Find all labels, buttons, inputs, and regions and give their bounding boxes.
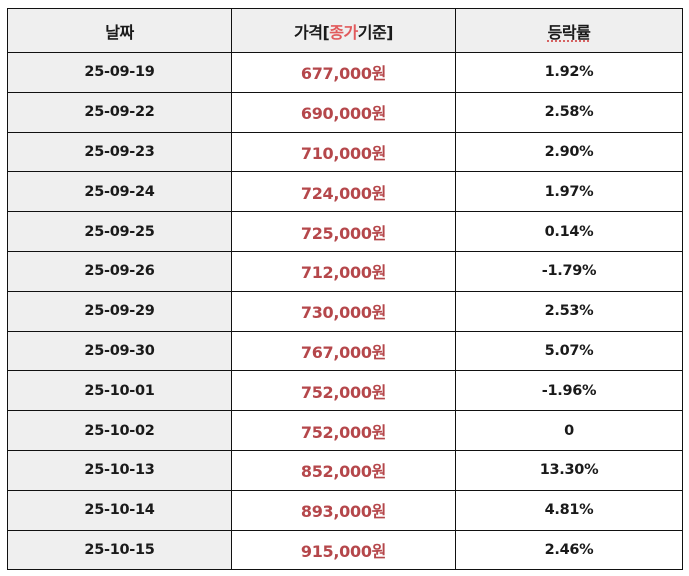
table-row: 25-10-02 752,000원 0 — [7, 410, 683, 451]
price-cell: 752,000원 — [231, 370, 456, 412]
price-cell: 690,000원 — [231, 91, 456, 133]
rate-cell: -1.96% — [455, 370, 683, 412]
date-cell: 25-09-30 — [7, 330, 232, 372]
header-date-label: 날짜 — [105, 22, 134, 42]
header-row: 날짜 가격[종가기준] 등락률 — [7, 8, 683, 53]
date-cell: 25-10-01 — [7, 370, 232, 412]
stock-price-table: 날짜 가격[종가기준] 등락률 25-09-19 677,000원 1.92% … — [7, 8, 683, 571]
rate-cell: 2.53% — [455, 290, 683, 332]
date-cell: 25-10-13 — [7, 449, 232, 491]
table-row: 25-09-29 730,000원 2.53% — [7, 290, 683, 332]
date-cell: 25-10-15 — [7, 529, 232, 571]
date-cell: 25-10-02 — [7, 410, 232, 451]
price-cell: 712,000원 — [231, 250, 456, 292]
date-cell: 25-09-25 — [7, 211, 232, 252]
header-rate-label: 등락률 — [547, 22, 591, 42]
date-cell: 25-09-26 — [7, 250, 232, 292]
price-cell: 852,000원 — [231, 449, 456, 491]
price-cell: 725,000원 — [231, 211, 456, 252]
table-row: 25-09-30 767,000원 5.07% — [7, 330, 683, 372]
header-price-suffix: 기준] — [357, 22, 394, 42]
date-cell: 25-09-29 — [7, 290, 232, 332]
table-row: 25-09-23 710,000원 2.90% — [7, 131, 683, 173]
price-cell: 893,000원 — [231, 489, 456, 531]
table-row: 25-10-01 752,000원 -1.96% — [7, 370, 683, 412]
rate-cell: 2.46% — [455, 529, 683, 571]
date-cell: 25-09-19 — [7, 52, 232, 93]
rate-cell: 1.97% — [455, 171, 683, 213]
date-cell: 25-09-24 — [7, 171, 232, 213]
table-row: 25-10-15 915,000원 2.46% — [7, 529, 683, 571]
rate-cell: 1.92% — [455, 52, 683, 93]
rate-cell: 0.14% — [455, 211, 683, 252]
header-price-prefix: 가격[ — [294, 22, 330, 42]
header-price-highlight: 종가 — [329, 22, 358, 42]
rate-cell: -1.79% — [455, 250, 683, 292]
date-cell: 25-09-22 — [7, 91, 232, 133]
price-cell: 915,000원 — [231, 529, 456, 571]
table-row: 25-10-14 893,000원 4.81% — [7, 489, 683, 531]
rate-cell: 2.90% — [455, 131, 683, 173]
header-rate: 등락률 — [455, 8, 683, 53]
table-row: 25-10-13 852,000원 13.30% — [7, 449, 683, 491]
price-cell: 752,000원 — [231, 410, 456, 451]
price-cell: 767,000원 — [231, 330, 456, 372]
rate-cell: 13.30% — [455, 449, 683, 491]
price-cell: 710,000원 — [231, 131, 456, 173]
date-cell: 25-10-14 — [7, 489, 232, 531]
rate-cell: 2.58% — [455, 91, 683, 133]
rate-cell: 5.07% — [455, 330, 683, 372]
table-row: 25-09-26 712,000원 -1.79% — [7, 250, 683, 292]
price-cell: 677,000원 — [231, 52, 456, 93]
table-row: 25-09-25 725,000원 0.14% — [7, 211, 683, 252]
header-price: 가격[종가기준] — [231, 8, 456, 53]
table-row: 25-09-24 724,000원 1.97% — [7, 171, 683, 213]
header-date: 날짜 — [7, 8, 232, 53]
table-row: 25-09-22 690,000원 2.58% — [7, 91, 683, 133]
price-cell: 724,000원 — [231, 171, 456, 213]
rate-cell: 4.81% — [455, 489, 683, 531]
rate-cell: 0 — [455, 410, 683, 451]
price-cell: 730,000원 — [231, 290, 456, 332]
table-row: 25-09-19 677,000원 1.92% — [7, 52, 683, 93]
date-cell: 25-09-23 — [7, 131, 232, 173]
